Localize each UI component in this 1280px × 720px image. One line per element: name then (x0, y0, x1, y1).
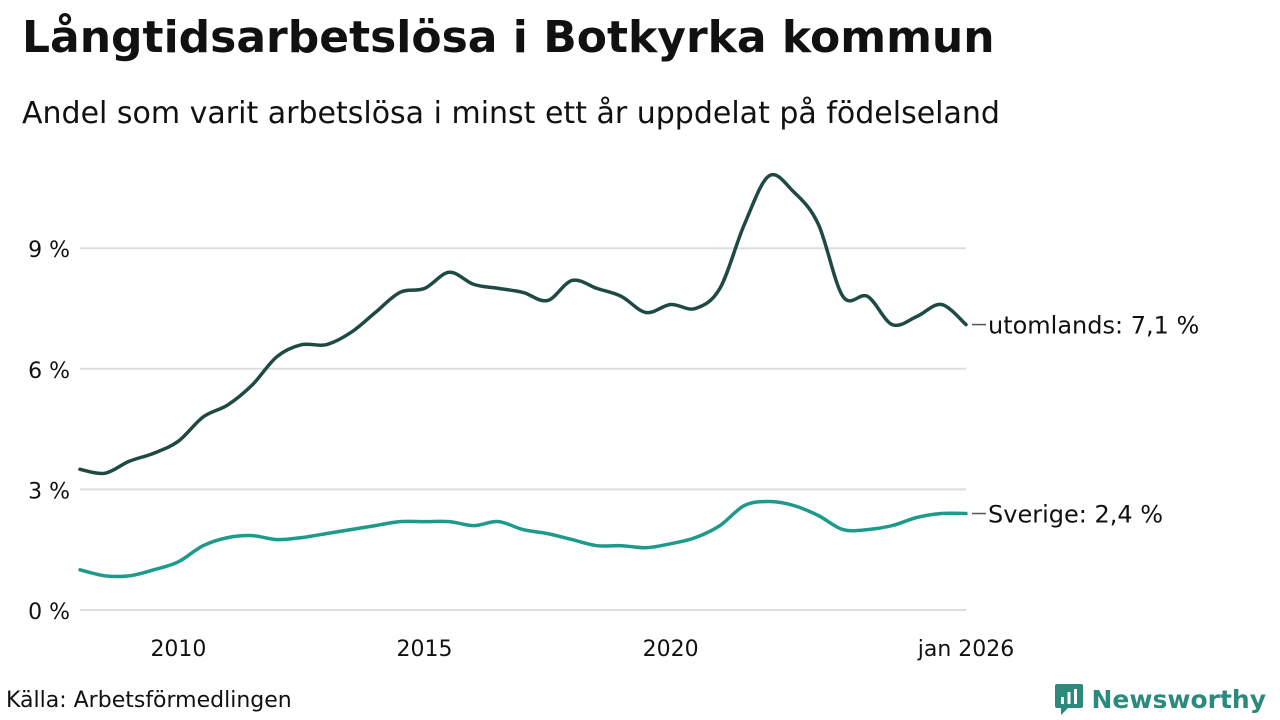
y-tick-label: 6 % (28, 359, 70, 384)
chart-title: Långtidsarbetslösa i Botkyrka kommun (22, 12, 995, 63)
brand-logo[interactable]: Newsworthy (1054, 682, 1267, 716)
series-end-label-sverige: Sverige: 2,4 % (988, 501, 1163, 529)
newsworthy-logo-icon (1054, 684, 1083, 715)
y-tick-label: 9 % (28, 238, 70, 263)
series-end-label-utomlands: utomlands: 7,1 % (988, 312, 1199, 340)
series-line-utomlands (78, 172, 968, 476)
x-tick-label: 2020 (643, 637, 699, 662)
y-tick-label: 0 % (28, 600, 70, 625)
series-lines (78, 172, 968, 579)
source-note: Källa: Arbetsförmedlingen (6, 688, 292, 713)
series-line-sverige (78, 499, 968, 579)
x-tick-label: jan 2026 (917, 637, 1015, 662)
line-chart: 0 % 3 % 6 % 9 % 2010 2015 2020 jan 2026 utomla… (28, 172, 1199, 662)
x-axis-ticks: 2010 2015 2020 jan 2026 (150, 637, 1014, 662)
y-tick-label: 3 % (28, 479, 70, 504)
x-tick-label: 2010 (150, 637, 206, 662)
series-end-labels: utomlands: 7,1 % Sverige: 2,4 % (972, 312, 1199, 529)
chart-subtitle: Andel som varit arbetslösa i minst ett å… (22, 96, 1000, 131)
y-axis-ticks: 0 % 3 % 6 % 9 % (28, 238, 70, 625)
grid-lines (80, 247, 966, 611)
brand-name: Newsworthy (1091, 684, 1267, 714)
x-tick-label: 2015 (397, 637, 453, 662)
